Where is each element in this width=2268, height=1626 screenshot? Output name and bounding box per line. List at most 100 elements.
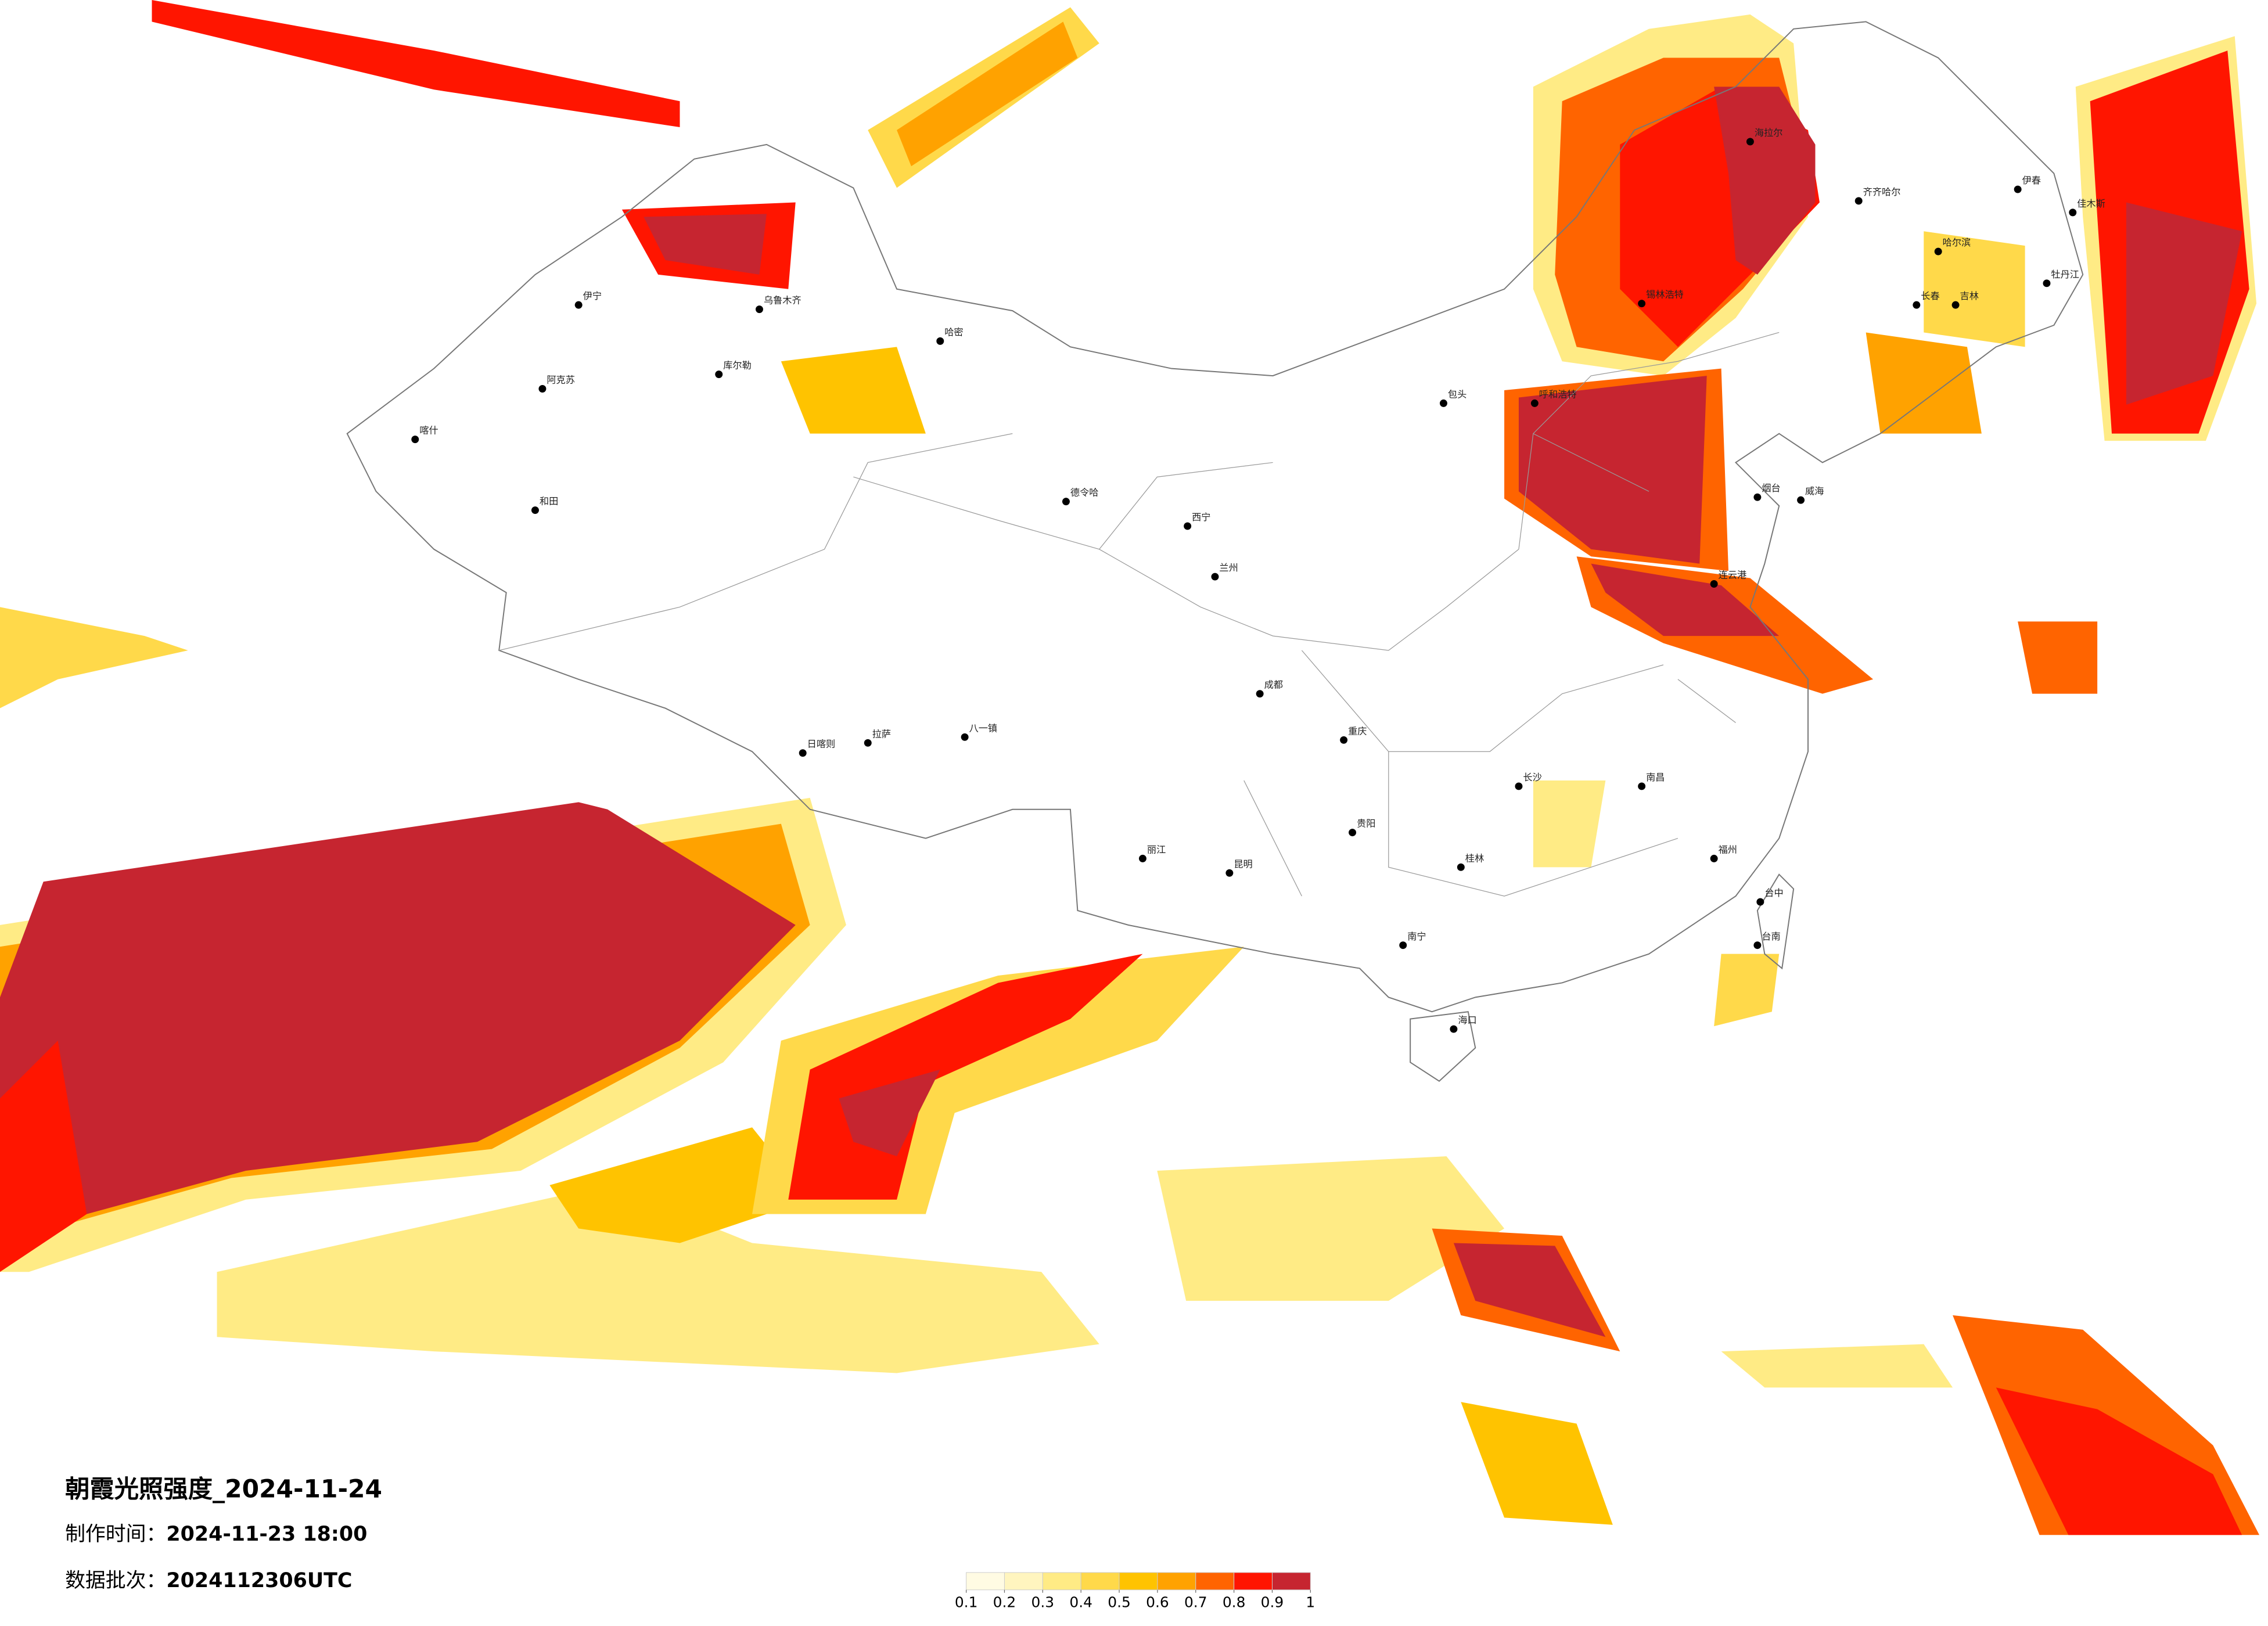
city-dot bbox=[1184, 522, 1192, 530]
colorbar-tick-label: 0.9 bbox=[1261, 1594, 1284, 1611]
city-label: 台中 bbox=[1764, 887, 1783, 898]
city-dot bbox=[531, 506, 539, 515]
title: 朝霞光照强度_2024-11-24 bbox=[65, 1475, 382, 1503]
colorbar-tick-label: 0.5 bbox=[1108, 1594, 1131, 1611]
city-label: 兰州 bbox=[1219, 562, 1238, 573]
city-dot bbox=[715, 370, 723, 379]
city-dot bbox=[756, 305, 763, 314]
city-label: 哈尔滨 bbox=[1943, 237, 1971, 248]
intensity-area bbox=[0, 607, 188, 708]
colorbar-box bbox=[1157, 1572, 1196, 1591]
city-dot bbox=[1913, 301, 1921, 309]
city-dot bbox=[1951, 301, 1960, 309]
intensity-area bbox=[1924, 231, 2025, 347]
city-dot bbox=[1138, 854, 1146, 862]
city-label: 和田 bbox=[540, 496, 558, 507]
city-dot bbox=[1746, 138, 1754, 146]
colorbar-tick-label: 0.2 bbox=[993, 1594, 1016, 1611]
batch-label: 数据批次： bbox=[65, 1569, 166, 1592]
city-dot bbox=[1934, 247, 1942, 256]
city-label: 成都 bbox=[1264, 679, 1283, 690]
city-dot bbox=[1211, 573, 1219, 581]
city-label: 南宁 bbox=[1407, 931, 1426, 942]
city-dot bbox=[961, 733, 969, 741]
city-label: 佳木斯 bbox=[2077, 198, 2105, 209]
colorbar-box bbox=[1271, 1572, 1311, 1591]
intensity-area bbox=[1157, 1156, 1505, 1301]
city-dot bbox=[1515, 782, 1523, 790]
province-borders bbox=[499, 332, 1780, 897]
intensity-area bbox=[549, 1127, 810, 1243]
city-label: 南昌 bbox=[1646, 772, 1665, 783]
colorbar-box bbox=[1119, 1572, 1158, 1591]
colorbar-box bbox=[1234, 1572, 1273, 1591]
intensity-area bbox=[1996, 1387, 2242, 1535]
city-dot bbox=[1638, 782, 1646, 790]
city-dot bbox=[574, 301, 583, 309]
made-label: 制作时间： bbox=[65, 1523, 166, 1546]
city-label: 海口 bbox=[1458, 1015, 1476, 1026]
batch-line: 数据批次：2024112306UTC bbox=[65, 1569, 352, 1592]
city-label: 八一镇 bbox=[969, 722, 998, 733]
city-dot bbox=[1457, 863, 1465, 871]
city-dot bbox=[1756, 898, 1764, 906]
city-dot bbox=[1753, 941, 1762, 949]
city-label: 拉萨 bbox=[872, 728, 891, 739]
city-label: 乌鲁木齐 bbox=[764, 295, 801, 306]
city-label: 哈密 bbox=[944, 326, 963, 337]
colorbar-tick-label: 0.8 bbox=[1223, 1594, 1246, 1611]
city-dot bbox=[1710, 854, 1718, 862]
city-label: 贵阳 bbox=[1357, 818, 1375, 829]
colorbar-box bbox=[1195, 1572, 1235, 1591]
colorbar-box bbox=[1004, 1572, 1043, 1591]
intensity-area bbox=[1714, 87, 1816, 275]
city-label: 包头 bbox=[1448, 388, 1467, 400]
colorbar-tick-label: 0.1 bbox=[955, 1594, 978, 1611]
colorbar: 0.1 0.2 0.3 0.4 0.5 0.6 0.7 0.8 0.9 1 bbox=[955, 1572, 1315, 1611]
city-dot bbox=[1340, 736, 1348, 744]
made-time: 2024-11-23 18:00 bbox=[166, 1523, 367, 1546]
city-label: 西宁 bbox=[1192, 512, 1210, 523]
colorbar-box bbox=[966, 1572, 1005, 1591]
city-label: 海拉尔 bbox=[1755, 127, 1783, 138]
intensity-area bbox=[1866, 332, 1982, 434]
china-outline bbox=[346, 21, 2084, 1013]
colorbar-tick-label: 0.3 bbox=[1031, 1594, 1055, 1611]
intensity-area bbox=[897, 21, 1078, 167]
colorbar-tick-label: 0.4 bbox=[1069, 1594, 1092, 1611]
city-label: 伊宁 bbox=[583, 290, 602, 301]
city-dot bbox=[1256, 690, 1264, 698]
city-dot bbox=[1439, 399, 1447, 407]
intensity-area bbox=[1721, 1344, 1953, 1388]
intensity-area bbox=[217, 1185, 1099, 1373]
city-dot bbox=[864, 739, 872, 747]
city-dot bbox=[1710, 580, 1718, 588]
city-label: 桂林 bbox=[1465, 852, 1484, 864]
city-label: 呼和浩特 bbox=[1539, 388, 1577, 400]
intensity-area bbox=[152, 0, 680, 128]
city-label: 阿克苏 bbox=[547, 375, 575, 386]
city-label: 威海 bbox=[1805, 485, 1824, 497]
city-label: 伊春 bbox=[2022, 175, 2041, 186]
intensity-area bbox=[0, 1041, 87, 1272]
city-dot bbox=[1530, 399, 1539, 407]
city-label: 台南 bbox=[1762, 931, 1780, 942]
city-dot bbox=[1450, 1025, 1458, 1033]
intensity-area bbox=[1714, 954, 1780, 1027]
city-label: 锡林浩特 bbox=[1646, 289, 1684, 300]
city-label: 福州 bbox=[1719, 844, 1737, 855]
made-time-line: 制作时间：2024-11-23 18:00 bbox=[65, 1523, 367, 1546]
intensity-area bbox=[1533, 780, 1606, 868]
city-dot bbox=[1797, 496, 1805, 504]
city-label: 连云港 bbox=[1719, 570, 1747, 581]
city-dot bbox=[538, 385, 547, 393]
intensity-area bbox=[839, 1069, 940, 1157]
intensity-area bbox=[1453, 1243, 1606, 1337]
intensity-layer bbox=[0, 0, 2260, 1535]
city-label: 长沙 bbox=[1523, 772, 1541, 783]
colorbar-tick-label: 1 bbox=[1306, 1594, 1315, 1611]
colorbar-tick-label: 0.7 bbox=[1184, 1594, 1207, 1611]
